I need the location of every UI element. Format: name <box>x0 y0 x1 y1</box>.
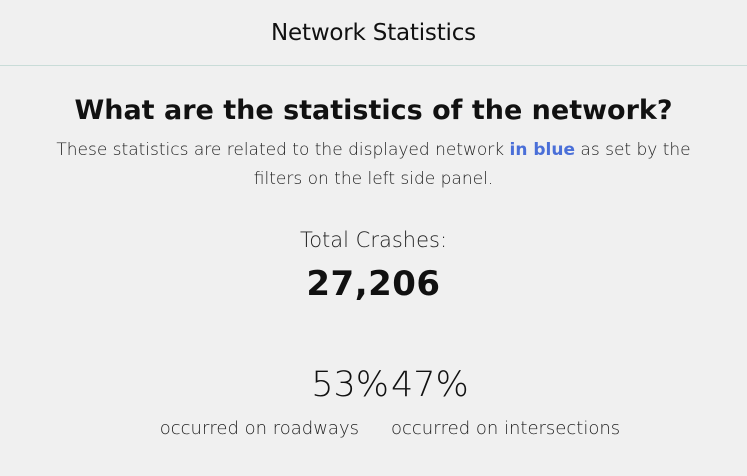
description-highlight: in blue <box>509 140 576 160</box>
panel-title: Network Statistics <box>271 19 476 46</box>
roadways-label: occurred on roadways <box>159 418 359 439</box>
crash-location-split: 53% occurred on roadways 47% occurred on… <box>0 362 747 462</box>
total-crashes-value: 27,206 <box>306 264 441 304</box>
intersections-stat: 47% occurred on intersections <box>391 362 620 439</box>
description-text-start: These statistics are related to the disp… <box>56 140 510 160</box>
roadways-stat: 53% occurred on roadways <box>159 362 389 439</box>
statistics-content: What are the statistics of the network? … <box>0 94 747 304</box>
roadways-percent: 53% <box>311 365 389 405</box>
panel-header: Network Statistics <box>0 0 747 66</box>
intersections-percent: 47% <box>391 365 469 405</box>
statistics-question: What are the statistics of the network? <box>74 95 673 126</box>
total-crashes-label: Total Crashes: <box>299 228 448 252</box>
intersections-label: occurred on intersections <box>391 418 621 439</box>
description-text-end: as set by the filters on the left side p… <box>253 140 691 189</box>
statistics-description: These statistics are related to the disp… <box>54 136 694 194</box>
